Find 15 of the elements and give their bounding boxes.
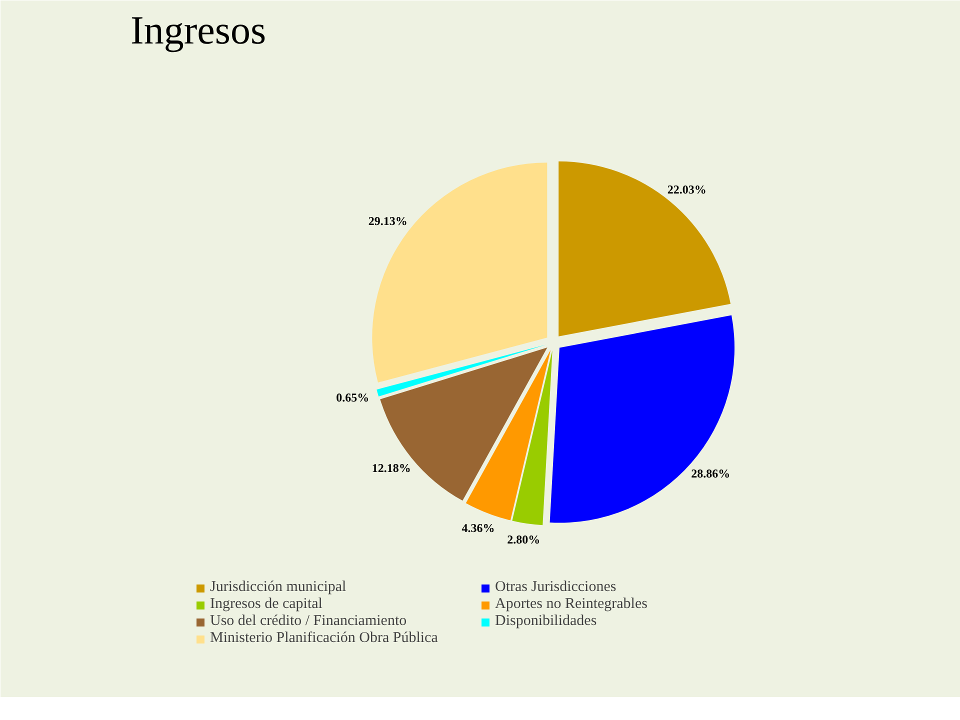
data-label: 22.03% (667, 182, 706, 196)
legend-label: Disponibilidades (495, 613, 598, 630)
chart-title: Ingresos (130, 8, 266, 52)
legend-label: Otras Jurisdicciones (495, 579, 618, 596)
legend-label: Ministerio Planificación Obra Pública (210, 630, 439, 647)
legend-label: Ingresos de capital (210, 596, 324, 613)
data-label: 2.80% (507, 532, 540, 546)
data-label: 0.65% (336, 390, 370, 404)
data-label: 29.13% (368, 214, 408, 228)
data-label: 12.18% (372, 461, 411, 476)
legend-label: Uso del crédito / Financiamiento (210, 613, 408, 630)
legend-label: Aportes no Reintegrables (495, 596, 648, 613)
legend-label: Jurisdicción municipal (210, 579, 348, 596)
data-label: 4.36% (462, 521, 495, 536)
data-label: 28.86% (691, 466, 730, 481)
